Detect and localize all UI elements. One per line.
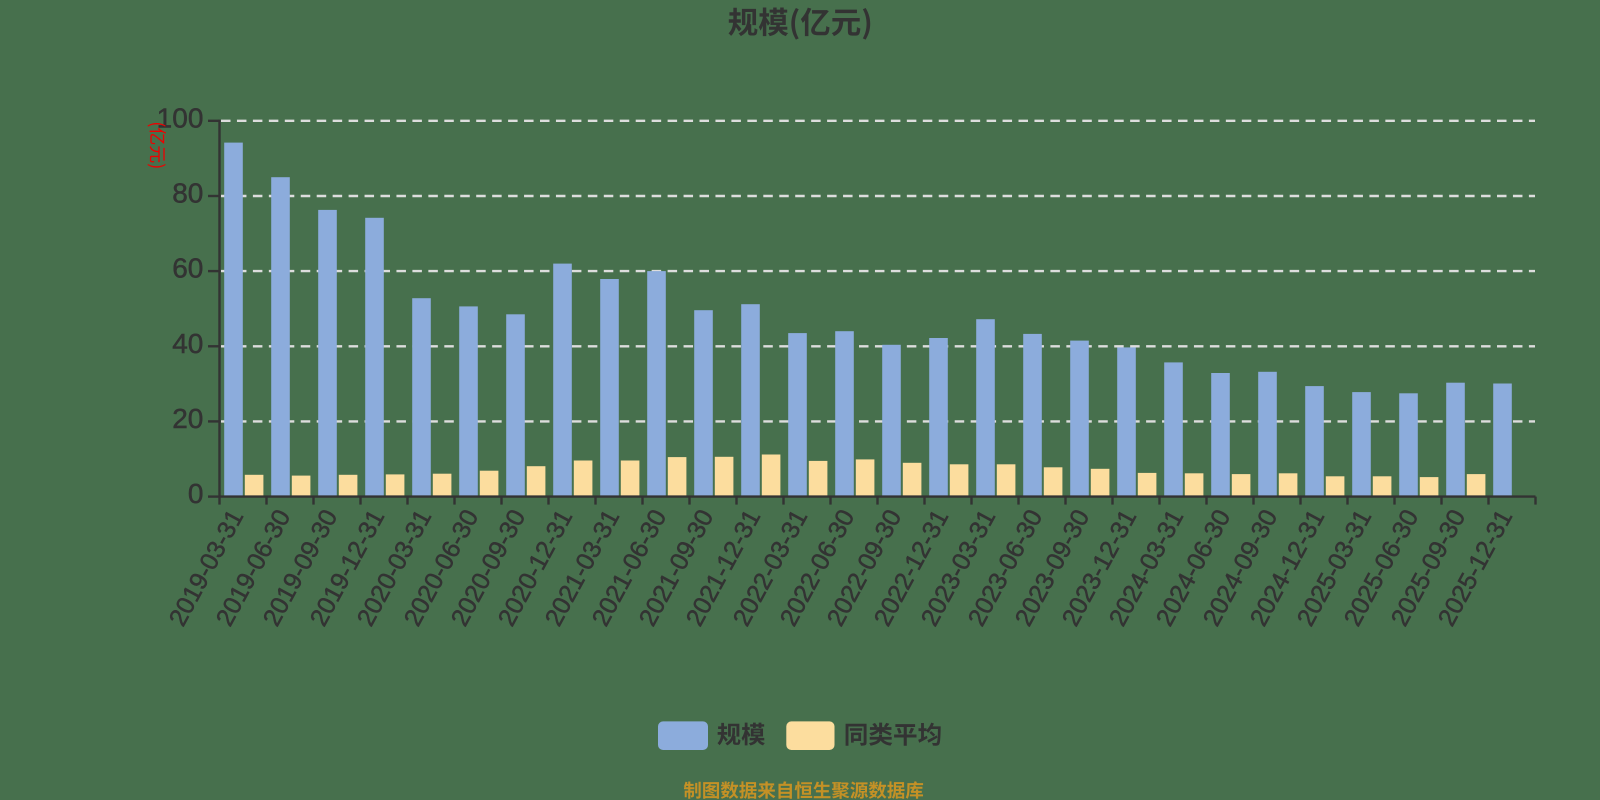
svg-text:20: 20 — [172, 403, 203, 434]
svg-text:40: 40 — [172, 328, 203, 359]
svg-text:80: 80 — [172, 178, 203, 209]
svg-text:100: 100 — [157, 102, 204, 133]
svg-text:0: 0 — [188, 478, 204, 509]
svg-text:60: 60 — [172, 253, 203, 284]
